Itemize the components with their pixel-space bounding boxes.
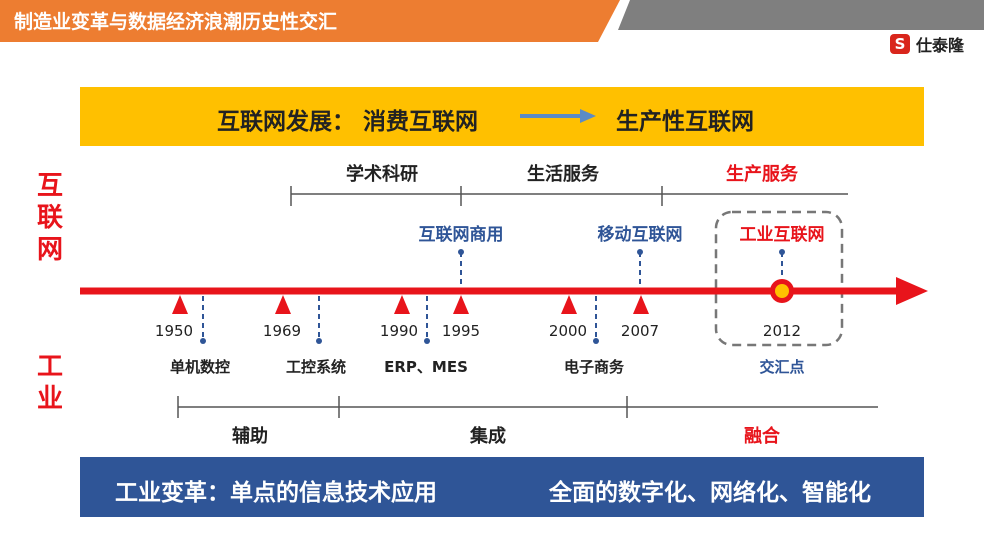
internet-event-industrial: 工业互联网 bbox=[739, 225, 825, 245]
convergence-point-inner bbox=[775, 284, 789, 298]
year-marker-icon bbox=[453, 295, 469, 314]
logo-s-icon: S bbox=[889, 34, 910, 54]
year-label-2007: 2007 bbox=[620, 322, 660, 340]
side-label-char: 互 bbox=[36, 171, 63, 201]
internet-event-dots bbox=[458, 249, 785, 255]
year-label-1995: 1995 bbox=[441, 322, 481, 340]
industry-milestone-control-system: 工控系统 bbox=[285, 358, 347, 376]
year-label-1950: 1950 bbox=[154, 322, 194, 340]
industry-milestone-erp-mes: ERP、MES bbox=[384, 358, 468, 376]
internet-period-academic: 学术科研 bbox=[346, 164, 418, 185]
industry-milestone-ecommerce: 电子商务 bbox=[563, 358, 625, 376]
industry-banner-left: 工业变革：单点的信息技术应用 bbox=[115, 480, 437, 506]
header-bar bbox=[0, 0, 984, 42]
industry-period-assist: 辅助 bbox=[232, 426, 268, 447]
internet-period-production-service: 生产服务 bbox=[726, 164, 798, 185]
industry-period-integration: 集成 bbox=[470, 426, 506, 447]
year-marker-icon bbox=[394, 295, 410, 314]
year-marker-icon bbox=[172, 295, 188, 314]
page-title: 制造业变革与数据经济浪潮历史性交汇 bbox=[14, 11, 338, 33]
internet-banner-right: 生产性互联网 bbox=[616, 109, 754, 135]
logo-text: 仕泰隆 bbox=[915, 36, 964, 55]
brand-logo: S 仕泰隆 bbox=[889, 33, 964, 55]
side-label-industry: 工 业 bbox=[30, 351, 70, 415]
convergence-highlight-box bbox=[714, 210, 844, 347]
side-label-char: 联 bbox=[36, 203, 63, 233]
year-marker-icon bbox=[633, 295, 649, 314]
year-label-1990: 1990 bbox=[379, 322, 419, 340]
year-label-2012: 2012 bbox=[762, 322, 802, 340]
industry-milestone-nc: 单机数控 bbox=[169, 358, 231, 376]
side-label-char: 业 bbox=[36, 384, 63, 414]
industry-period-fusion: 融合 bbox=[744, 426, 780, 447]
side-label-internet: 互 联 网 bbox=[30, 170, 70, 266]
industry-milestone-dots bbox=[200, 338, 599, 344]
industry-milestone-connectors bbox=[202, 296, 597, 340]
internet-banner bbox=[80, 87, 924, 146]
header-orange-band bbox=[0, 0, 620, 42]
header-grey-band bbox=[618, 0, 984, 30]
year-marker-icon bbox=[275, 295, 291, 314]
year-marker-icon bbox=[561, 295, 577, 314]
internet-event-mobile: 移动互联网 bbox=[597, 225, 683, 245]
internet-banner-left: 互联网发展： 消费互联网 bbox=[217, 109, 479, 135]
internet-period-life-service: 生活服务 bbox=[527, 164, 599, 185]
side-label-char: 工 bbox=[36, 352, 63, 382]
internet-event-connectors bbox=[460, 252, 783, 284]
industry-banner bbox=[80, 457, 924, 517]
internet-event-commercial: 互联网商用 bbox=[418, 225, 504, 245]
year-label-1969: 1969 bbox=[262, 322, 302, 340]
internet-banner-arrow-icon bbox=[520, 109, 596, 123]
industry-period-bracket bbox=[177, 396, 878, 418]
timeline-arrowhead-icon bbox=[896, 277, 928, 305]
year-label-2000: 2000 bbox=[548, 322, 588, 340]
year-markers bbox=[172, 295, 649, 314]
side-label-char: 网 bbox=[36, 235, 63, 265]
internet-period-bracket bbox=[290, 186, 848, 206]
industry-milestone-convergence: 交汇点 bbox=[759, 358, 805, 376]
industry-banner-right: 全面的数字化、网络化、智能化 bbox=[549, 480, 871, 506]
